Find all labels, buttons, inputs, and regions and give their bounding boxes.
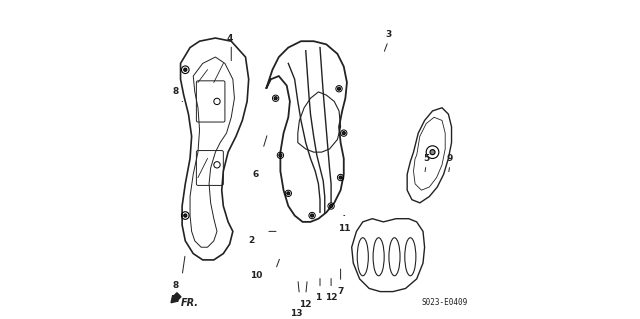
Text: 4: 4 <box>227 33 233 42</box>
Text: 6: 6 <box>253 170 259 179</box>
Text: 3: 3 <box>385 30 391 39</box>
Text: 1: 1 <box>316 293 321 302</box>
Circle shape <box>330 204 333 208</box>
Circle shape <box>342 131 346 135</box>
Text: 2: 2 <box>249 236 255 245</box>
Text: 5: 5 <box>423 154 429 163</box>
Text: FR.: FR. <box>180 298 198 308</box>
Text: 12: 12 <box>300 300 312 309</box>
Text: 9: 9 <box>447 154 453 163</box>
Circle shape <box>339 176 342 179</box>
Text: 7: 7 <box>337 287 344 296</box>
Text: S023-E0409: S023-E0409 <box>421 299 468 308</box>
Circle shape <box>337 87 340 90</box>
Text: 12: 12 <box>325 293 337 302</box>
Circle shape <box>274 97 277 100</box>
Circle shape <box>184 214 187 217</box>
Text: 11: 11 <box>339 224 351 233</box>
Circle shape <box>310 214 314 217</box>
Circle shape <box>279 154 282 157</box>
Text: 8: 8 <box>173 281 179 290</box>
Circle shape <box>287 192 290 195</box>
Text: 8: 8 <box>173 87 179 96</box>
Text: 13: 13 <box>290 309 303 318</box>
Circle shape <box>430 150 435 155</box>
FancyArrow shape <box>171 293 181 303</box>
Circle shape <box>184 68 187 71</box>
Text: 10: 10 <box>250 271 263 280</box>
